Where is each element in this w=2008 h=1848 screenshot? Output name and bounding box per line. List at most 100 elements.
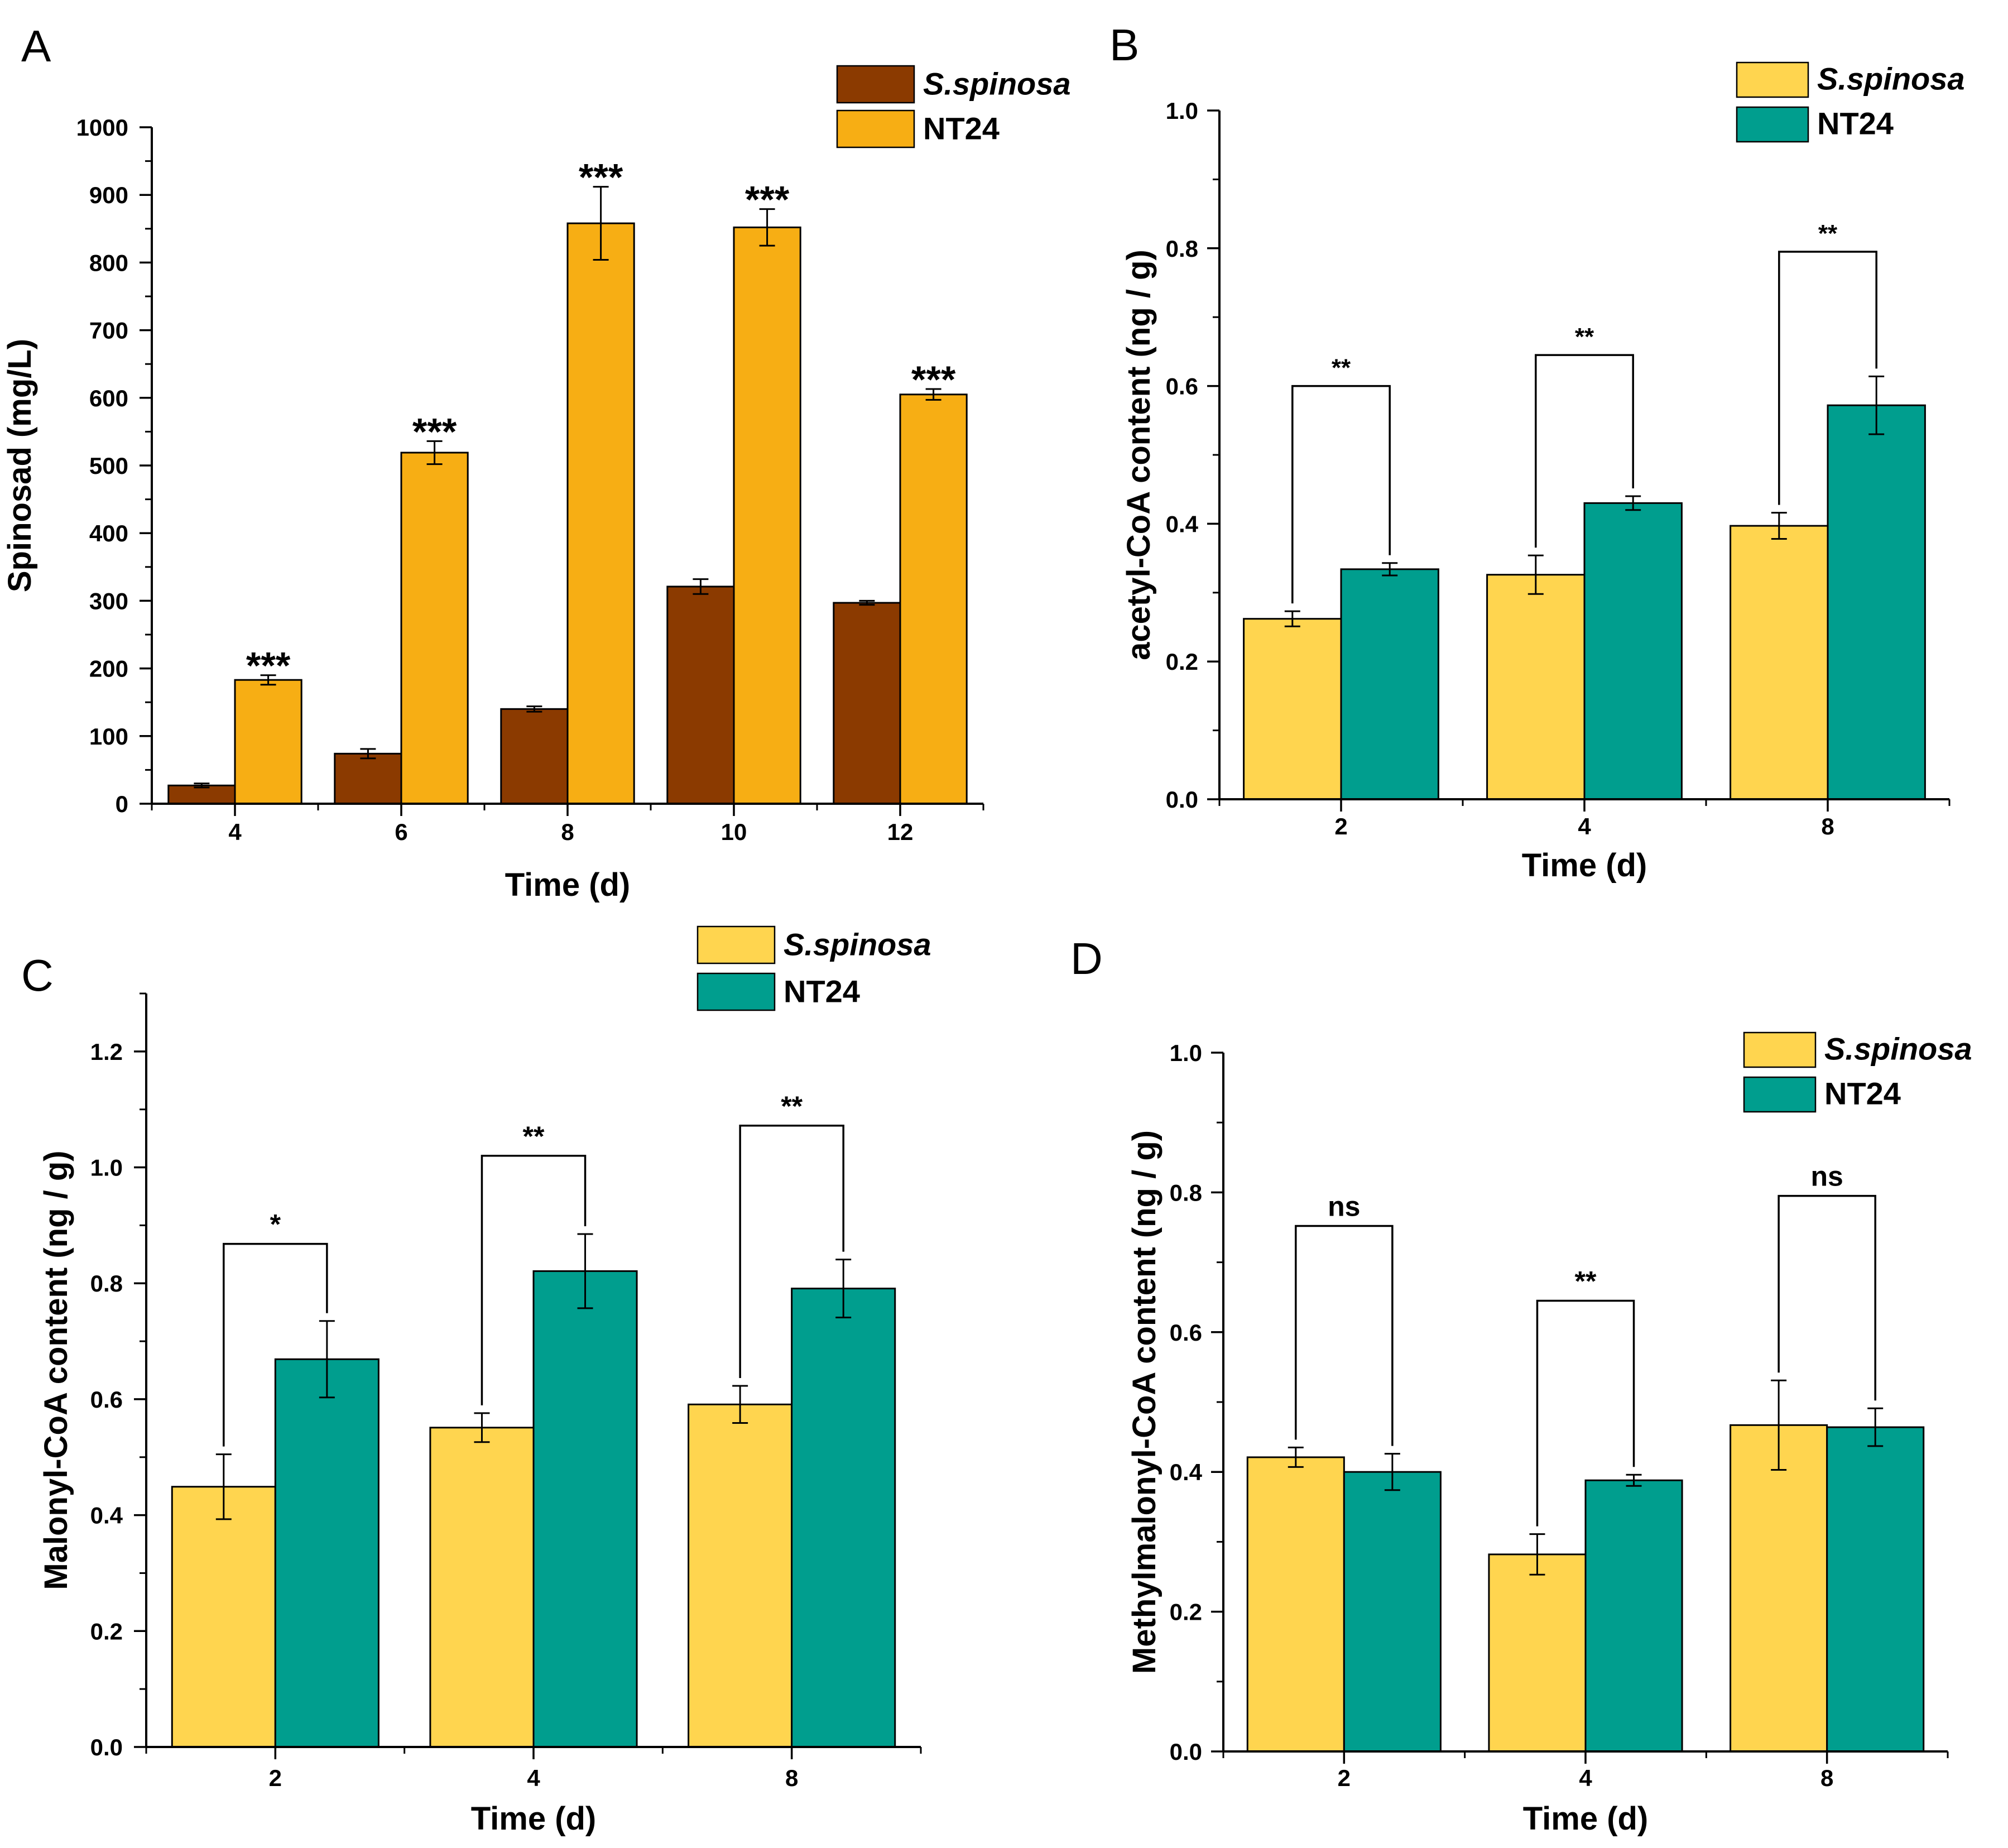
significance-bracket — [1778, 1194, 1876, 1401]
legend-swatch-0 — [1743, 1031, 1817, 1068]
bar-s-spinosa-2 — [171, 1486, 276, 1748]
bar-s-spinosa-8 — [1730, 525, 1829, 800]
significance-label: ** — [1818, 220, 1838, 247]
x-axis-title: Time (d) — [505, 867, 631, 903]
x-axis-title: Time (d) — [1523, 1801, 1649, 1837]
significance-label: *** — [911, 358, 956, 401]
y-tick-label: 900 — [89, 182, 128, 208]
significance-label: ** — [1575, 1265, 1597, 1297]
y-tick-label: 600 — [89, 385, 128, 411]
x-axis-title: Time (d) — [471, 1801, 597, 1837]
x-tick-label: 4 — [527, 1765, 540, 1791]
y-tick-label: 0.0 — [1170, 1739, 1202, 1765]
significance-label: *** — [745, 179, 790, 221]
x-tick-label: 10 — [721, 819, 747, 845]
x-tick-label: 2 — [269, 1765, 282, 1791]
y-tick-label: 0.6 — [90, 1386, 123, 1413]
x-tick-label: 12 — [887, 819, 914, 845]
significance-bracket — [1535, 354, 1634, 548]
bar-nt24-10 — [733, 226, 801, 805]
y-tick-label: 700 — [89, 318, 128, 344]
bar-nt24-8 — [566, 222, 635, 805]
legend-label-1: NT24 — [1817, 105, 1894, 141]
x-tick-label: 8 — [1821, 813, 1834, 839]
panel-label: A — [21, 21, 51, 71]
bar-s-spinosa-6 — [334, 752, 402, 805]
significance-bracket — [1536, 1299, 1635, 1527]
chart-panel-b: ** 2 ** 4 ** 8 0.0 0.2 0.4 0.6 0.8 1.0 Time (d) acety… — [1109, 20, 1965, 884]
legend-swatch-1 — [1736, 106, 1809, 143]
y-tick-label: 0.4 — [1166, 511, 1199, 537]
legend-swatch-1 — [696, 972, 776, 1011]
y-tick-label: 0.2 — [1166, 649, 1198, 675]
y-tick-label: 1.2 — [90, 1039, 123, 1065]
bar-nt24-4 — [1583, 502, 1683, 800]
significance-label: *** — [412, 410, 457, 453]
bar-nt24-2 — [1343, 1471, 1442, 1753]
y-tick-label: 0.6 — [1170, 1319, 1202, 1346]
significance-label: ** — [1575, 323, 1594, 351]
legend-label-1: NT24 — [1824, 1076, 1901, 1111]
significance-label: ns — [1328, 1191, 1360, 1222]
significance-label: ** — [523, 1121, 545, 1152]
legend-swatch-0 — [836, 65, 915, 104]
significance-bracket — [1778, 251, 1877, 505]
legend-label-0: S.spinosa — [1817, 61, 1965, 96]
legend: S.spinosa NT24 — [696, 925, 931, 1011]
significance-bracket — [223, 1242, 328, 1447]
bar-s-spinosa-8 — [1730, 1424, 1828, 1753]
legend-label-1: NT24 — [784, 973, 860, 1009]
bar-nt24-4 — [1584, 1479, 1683, 1753]
significance-bracket — [481, 1155, 587, 1405]
significance-bracket — [1295, 1225, 1394, 1446]
bar-nt24-2 — [274, 1358, 379, 1748]
bar-nt24-8 — [791, 1288, 896, 1748]
bar-s-spinosa-2 — [1243, 618, 1342, 800]
bar-s-spinosa-12 — [833, 602, 901, 805]
x-tick-label: 8 — [785, 1765, 798, 1791]
legend-swatch-1 — [1743, 1076, 1817, 1113]
bar-nt24-8 — [1826, 1426, 1925, 1753]
y-tick-label: 300 — [89, 588, 128, 614]
y-tick-label: 0.8 — [1170, 1179, 1202, 1206]
bar-nt24-8 — [1827, 404, 1926, 800]
y-tick-label: 0.4 — [90, 1503, 123, 1529]
y-tick-label: 400 — [89, 520, 128, 546]
y-tick-label: 1000 — [76, 114, 128, 141]
legend-swatch-1 — [836, 109, 915, 148]
y-tick-label: 100 — [89, 723, 128, 750]
x-tick-label: 8 — [1820, 1765, 1833, 1791]
significance-label: ns — [1810, 1161, 1843, 1192]
y-axis-title: Malonyl-CoA content (ng / g) — [38, 1150, 74, 1590]
y-axis-title: acetyl-CoA content (ng / g) — [1121, 249, 1157, 660]
bar-nt24-4 — [532, 1270, 638, 1748]
legend-label-0: S.spinosa — [923, 66, 1071, 101]
x-tick-label: 4 — [1578, 813, 1591, 839]
legend-swatch-0 — [1736, 61, 1809, 98]
y-tick-label: 200 — [89, 656, 128, 682]
y-tick-label: 1.0 — [1166, 98, 1198, 124]
significance-label: ** — [1332, 354, 1351, 382]
y-tick-label: 0.0 — [1166, 786, 1198, 813]
bar-nt24-6 — [400, 452, 469, 805]
bar-s-spinosa-4 — [1486, 574, 1586, 800]
significance-label: ** — [781, 1091, 803, 1122]
y-tick-label: 0.8 — [90, 1270, 123, 1297]
y-tick-label: 0.2 — [90, 1618, 123, 1644]
bar-s-spinosa-8 — [500, 708, 569, 805]
y-tick-label: 0 — [116, 791, 128, 817]
significance-label: *** — [246, 645, 291, 687]
y-tick-label: 1.0 — [90, 1155, 123, 1181]
y-tick-label: 0.2 — [1170, 1599, 1202, 1625]
bar-nt24-2 — [1340, 568, 1439, 800]
panel-label: B — [1109, 20, 1139, 70]
x-tick-label: 8 — [561, 819, 574, 845]
bar-s-spinosa-10 — [666, 585, 735, 805]
legend: S.spinosa NT24 — [1736, 61, 1965, 143]
chart-panel-c: * 2 ** 4 ** 8 0.0 0.2 0.4 0.6 0.8 1.0 1.2 Time (d) Mal… — [21, 925, 931, 1837]
significance-label: *** — [579, 156, 623, 199]
y-axis-title: Spinosad (mg/L) — [2, 339, 38, 592]
bar-nt24-4 — [234, 679, 302, 805]
significance-label: * — [270, 1209, 281, 1240]
